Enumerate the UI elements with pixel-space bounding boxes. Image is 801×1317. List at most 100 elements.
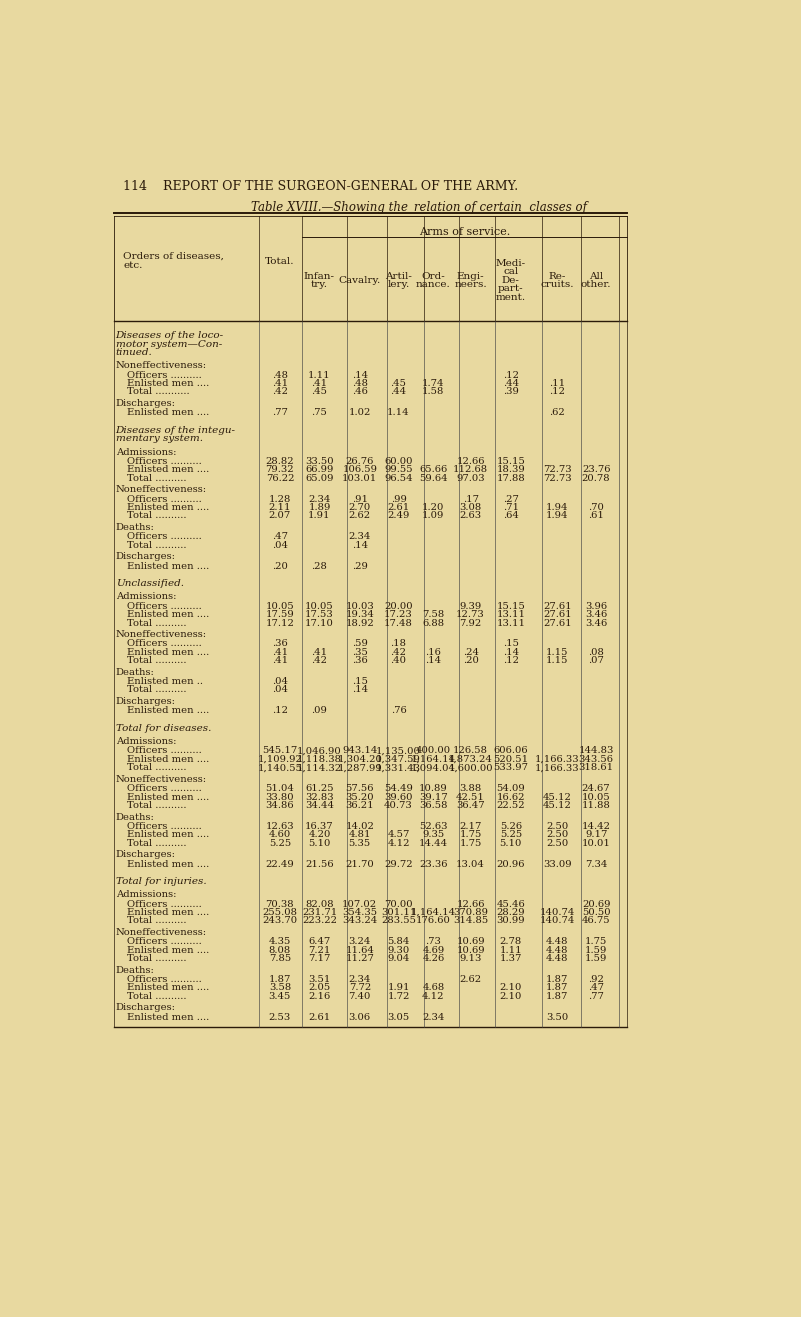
Text: 21.56: 21.56 xyxy=(305,860,334,868)
Text: 20.78: 20.78 xyxy=(582,474,610,483)
Text: 140.74: 140.74 xyxy=(540,907,575,917)
Text: 3.50: 3.50 xyxy=(546,1013,569,1022)
Text: 12.66: 12.66 xyxy=(457,457,485,466)
Text: 520.51: 520.51 xyxy=(493,755,529,764)
Text: 7.17: 7.17 xyxy=(308,955,331,963)
Text: 28.29: 28.29 xyxy=(497,907,525,917)
Text: .75: .75 xyxy=(312,408,328,417)
Text: 1,109.92: 1,109.92 xyxy=(257,755,302,764)
Text: 1,164.14: 1,164.14 xyxy=(411,755,456,764)
Text: 2.11: 2.11 xyxy=(268,503,292,512)
Text: 1.94: 1.94 xyxy=(546,511,569,520)
Text: 1.75: 1.75 xyxy=(460,830,481,839)
Text: 7.58: 7.58 xyxy=(422,610,445,619)
Text: 1.89: 1.89 xyxy=(308,503,331,512)
Text: 22.49: 22.49 xyxy=(266,860,294,868)
Text: 16.62: 16.62 xyxy=(497,793,525,802)
Text: 13.11: 13.11 xyxy=(497,619,525,627)
Text: .04: .04 xyxy=(272,677,288,686)
Text: Noneffectiveness:: Noneffectiveness: xyxy=(115,630,207,639)
Text: 107.02: 107.02 xyxy=(342,900,377,909)
Text: Discharges:: Discharges: xyxy=(115,697,175,706)
Text: 32.83: 32.83 xyxy=(305,793,334,802)
Text: 3.96: 3.96 xyxy=(585,602,607,611)
Text: 66.99: 66.99 xyxy=(305,465,334,474)
Text: 79.32: 79.32 xyxy=(266,465,294,474)
Text: 400.00: 400.00 xyxy=(416,747,451,756)
Text: 1,600.00: 1,600.00 xyxy=(449,764,493,772)
Text: 1.20: 1.20 xyxy=(422,503,445,512)
Text: Enlisted men ....: Enlisted men .... xyxy=(127,408,210,417)
Text: 76.22: 76.22 xyxy=(266,474,294,483)
Text: Deaths:: Deaths: xyxy=(115,668,155,677)
Text: 15.15: 15.15 xyxy=(497,457,525,466)
Text: 106.59: 106.59 xyxy=(342,465,377,474)
Text: Total ..........: Total .......... xyxy=(127,764,187,772)
Text: 21.70: 21.70 xyxy=(345,860,374,868)
Text: 1.91: 1.91 xyxy=(308,511,331,520)
Text: 5.26: 5.26 xyxy=(500,822,522,831)
Text: 8.08: 8.08 xyxy=(269,946,291,955)
Text: 96.54: 96.54 xyxy=(384,474,413,483)
Text: .41: .41 xyxy=(272,379,288,389)
Text: 30.99: 30.99 xyxy=(497,917,525,926)
Text: 2.62: 2.62 xyxy=(460,975,481,984)
Text: .35: .35 xyxy=(352,648,368,657)
Text: 36.58: 36.58 xyxy=(419,801,448,810)
Text: 17.59: 17.59 xyxy=(266,610,294,619)
Text: 4.48: 4.48 xyxy=(546,938,569,947)
Text: 3.06: 3.06 xyxy=(348,1013,371,1022)
Text: 9.35: 9.35 xyxy=(422,830,445,839)
Text: 11.27: 11.27 xyxy=(345,955,374,963)
Text: 15.15: 15.15 xyxy=(497,602,525,611)
Text: 1.11: 1.11 xyxy=(500,946,522,955)
Text: Total for diseases.: Total for diseases. xyxy=(115,724,211,734)
Text: 2.34: 2.34 xyxy=(348,975,371,984)
Text: 14.02: 14.02 xyxy=(345,822,374,831)
Text: 2.70: 2.70 xyxy=(348,503,371,512)
Text: 12.73: 12.73 xyxy=(457,610,485,619)
Text: 370.89: 370.89 xyxy=(453,907,488,917)
Text: 1,166.33: 1,166.33 xyxy=(535,755,580,764)
Text: 17.88: 17.88 xyxy=(497,474,525,483)
Text: 1,140.55: 1,140.55 xyxy=(257,764,303,772)
Text: .41: .41 xyxy=(272,656,288,665)
Text: 3.05: 3.05 xyxy=(388,1013,409,1022)
Text: 4.26: 4.26 xyxy=(422,955,445,963)
Text: 1.75: 1.75 xyxy=(585,938,607,947)
Text: .14: .14 xyxy=(352,685,368,694)
Text: Enlisted men ....: Enlisted men .... xyxy=(127,946,210,955)
Text: .09: .09 xyxy=(312,706,328,715)
Text: .61: .61 xyxy=(588,511,604,520)
Text: Total ...........: Total ........... xyxy=(127,387,190,396)
Text: .20: .20 xyxy=(463,656,478,665)
Text: 5.10: 5.10 xyxy=(500,839,522,848)
Text: 1,873.24: 1,873.24 xyxy=(448,755,493,764)
Text: .42: .42 xyxy=(312,656,328,665)
Text: De-: De- xyxy=(502,275,520,284)
Text: 2.10: 2.10 xyxy=(500,984,522,993)
Text: 283.55: 283.55 xyxy=(381,917,416,926)
Text: .41: .41 xyxy=(312,648,328,657)
Text: 7.34: 7.34 xyxy=(585,860,607,868)
Text: Discharges:: Discharges: xyxy=(115,399,175,408)
Text: .70: .70 xyxy=(588,503,604,512)
Text: 1.94: 1.94 xyxy=(546,503,569,512)
Text: 533.97: 533.97 xyxy=(493,764,529,772)
Text: neers.: neers. xyxy=(454,281,487,290)
Text: Total ..........: Total .......... xyxy=(127,656,187,665)
Text: 4.12: 4.12 xyxy=(387,839,410,848)
Text: 9.30: 9.30 xyxy=(388,946,409,955)
Text: Admissions:: Admissions: xyxy=(115,593,176,602)
Text: 10.05: 10.05 xyxy=(305,602,334,611)
Text: .45: .45 xyxy=(391,379,406,389)
Text: 65.09: 65.09 xyxy=(305,474,334,483)
Text: 3.46: 3.46 xyxy=(585,619,607,627)
Text: 1.09: 1.09 xyxy=(422,511,445,520)
Text: 27.61: 27.61 xyxy=(543,610,572,619)
Text: 5.10: 5.10 xyxy=(308,839,331,848)
Text: 18.92: 18.92 xyxy=(345,619,374,627)
Text: Total ..........: Total .......... xyxy=(127,619,187,627)
Text: 11.64: 11.64 xyxy=(345,946,374,955)
Text: 1.87: 1.87 xyxy=(269,975,291,984)
